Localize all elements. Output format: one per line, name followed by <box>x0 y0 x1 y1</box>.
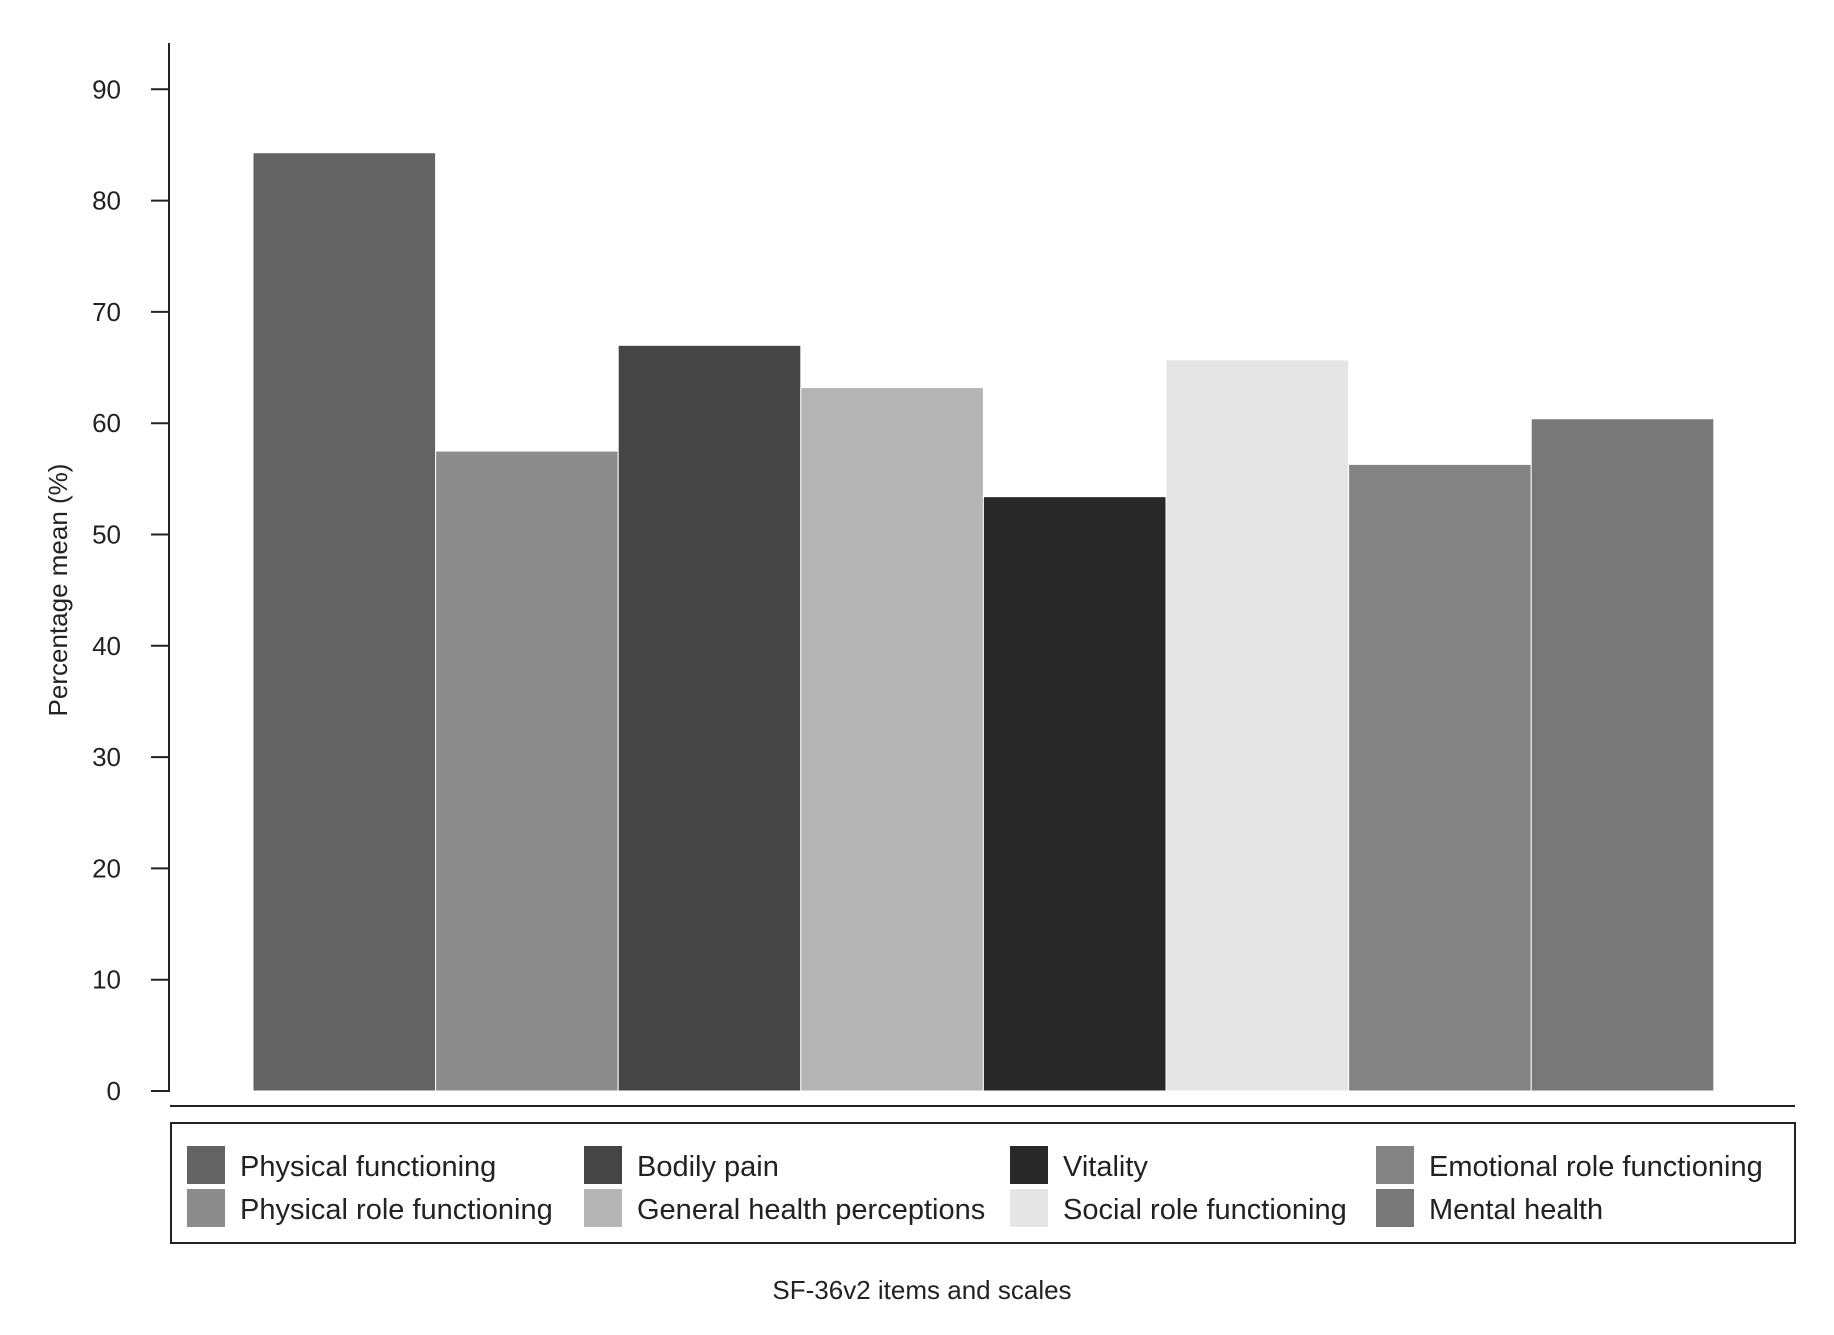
legend-label-physical-role-functioning: Physical role functioning <box>240 1194 553 1226</box>
y-tick-label-20: 20 <box>92 853 121 883</box>
bar-emotional-role-functioning <box>1348 463 1532 1092</box>
legend-label-emotional-role-functioning: Emotional role functioning <box>1429 1151 1763 1183</box>
y-tick-label-60: 60 <box>92 408 121 438</box>
legend-swatch-physical-functioning <box>187 1146 225 1184</box>
legend-label-mental-health: Mental health <box>1429 1194 1603 1226</box>
x-axis-title: SF-36v2 items and scales <box>772 1275 1071 1305</box>
bar-social-role-functioning <box>1165 359 1350 1092</box>
bar-physical-functioning <box>252 152 437 1092</box>
legend-label-bodily-pain: Bodily pain <box>637 1151 779 1183</box>
y-tick-label-0: 0 <box>107 1076 121 1106</box>
legend-label-general-health-perceptions: General health perceptions <box>637 1194 985 1226</box>
legend-swatch-emotional-role-functioning <box>1376 1146 1414 1184</box>
y-axis-title: Percentage mean (%) <box>43 464 73 717</box>
bar-physical-role-functioning <box>435 450 619 1092</box>
legend-box <box>170 1122 1796 1244</box>
legend-swatch-vitality <box>1010 1146 1048 1184</box>
bar-bodily-pain <box>617 344 802 1092</box>
legend-swatch-mental-health <box>1376 1189 1414 1227</box>
y-tick-label-70: 70 <box>92 297 121 327</box>
y-tick-label-90: 90 <box>92 74 121 104</box>
legend-swatch-bodily-pain <box>584 1146 622 1184</box>
y-axis: 0 10 20 30 40 50 60 70 80 90 <box>92 43 170 1106</box>
legend-label-social-role-functioning: Social role functioning <box>1063 1194 1347 1226</box>
bar-general-health-perceptions <box>800 387 984 1092</box>
bars-group <box>252 152 1715 1092</box>
legend-swatch-physical-role-functioning <box>187 1189 225 1227</box>
y-tick-label-10: 10 <box>92 965 121 995</box>
legend-label-physical-functioning: Physical functioning <box>240 1151 496 1183</box>
y-tick-label-50: 50 <box>92 520 121 550</box>
y-tick-label-40: 40 <box>92 631 121 661</box>
legend-swatch-general-health-perceptions <box>584 1189 622 1227</box>
bar-vitality <box>982 496 1167 1092</box>
bar-mental-health <box>1530 418 1715 1092</box>
y-tick-label-80: 80 <box>92 186 121 216</box>
y-tick-label-30: 30 <box>92 742 121 772</box>
legend-label-vitality: Vitality <box>1063 1151 1148 1183</box>
legend: Physical functioning Bodily pain Vitality E… <box>170 1122 1796 1244</box>
legend-swatch-social-role-functioning <box>1010 1189 1048 1227</box>
